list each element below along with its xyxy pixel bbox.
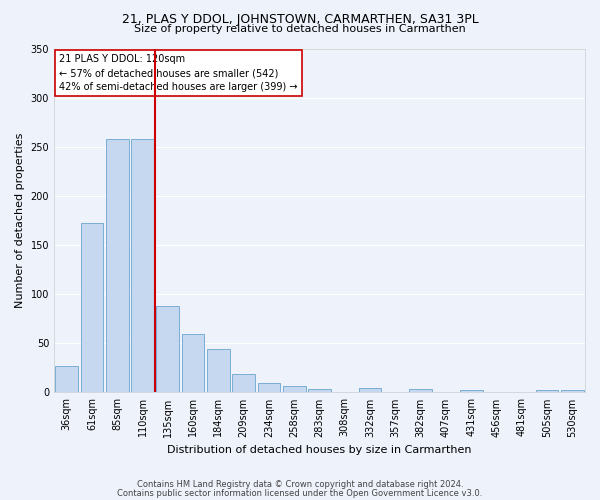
Bar	[561, 390, 584, 392]
Bar	[207, 350, 230, 393]
X-axis label: Distribution of detached houses by size in Carmarthen: Distribution of detached houses by size …	[167, 445, 472, 455]
Text: Contains HM Land Registry data © Crown copyright and database right 2024.: Contains HM Land Registry data © Crown c…	[137, 480, 463, 489]
Bar	[232, 374, 255, 392]
Text: 21, PLAS Y DDOL, JOHNSTOWN, CARMARTHEN, SA31 3PL: 21, PLAS Y DDOL, JOHNSTOWN, CARMARTHEN, …	[122, 12, 478, 26]
Bar	[131, 140, 154, 392]
Bar	[536, 390, 559, 392]
Bar	[308, 390, 331, 392]
Bar	[460, 390, 482, 392]
Bar	[157, 306, 179, 392]
Bar	[55, 366, 78, 392]
Bar	[409, 388, 432, 392]
Bar	[106, 140, 128, 392]
Text: 21 PLAS Y DDOL: 120sqm
← 57% of detached houses are smaller (542)
42% of semi-de: 21 PLAS Y DDOL: 120sqm ← 57% of detached…	[59, 54, 298, 92]
Bar	[283, 386, 305, 392]
Text: Contains public sector information licensed under the Open Government Licence v3: Contains public sector information licen…	[118, 488, 482, 498]
Bar	[182, 334, 205, 392]
Bar	[257, 382, 280, 392]
Bar	[359, 388, 382, 392]
Text: Size of property relative to detached houses in Carmarthen: Size of property relative to detached ho…	[134, 24, 466, 34]
Y-axis label: Number of detached properties: Number of detached properties	[15, 133, 25, 308]
Bar	[80, 222, 103, 392]
